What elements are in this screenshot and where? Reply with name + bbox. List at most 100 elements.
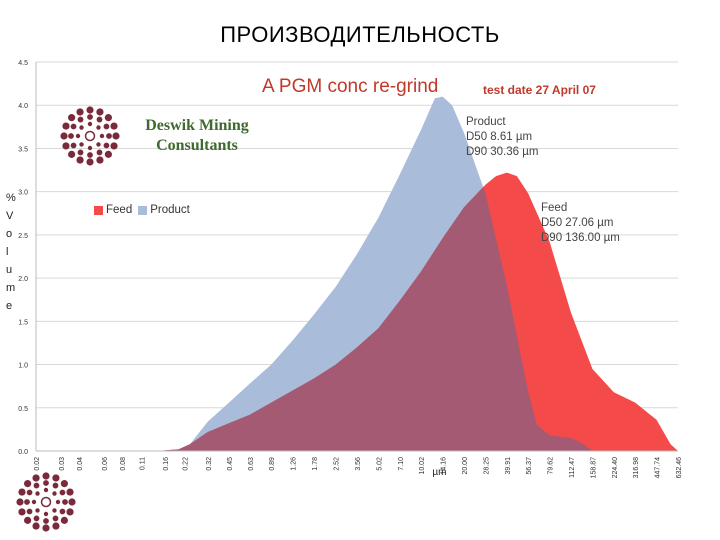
logo-dot <box>96 142 101 147</box>
axes <box>35 62 678 452</box>
y-axis-label-char: l <box>6 246 9 258</box>
slide-title: ПРОИЗВОДИТЕЛЬНОСТЬ <box>220 22 500 47</box>
logo-dot <box>33 515 40 522</box>
logo-dot <box>43 487 49 493</box>
y-axis-label-char: o <box>6 228 13 240</box>
y-tick-label: 2.0 <box>18 276 28 283</box>
legend-swatch-product <box>138 205 148 215</box>
x-tick-label: 0.63 <box>248 457 255 471</box>
logo-dot <box>79 142 84 147</box>
logo-dot <box>86 106 94 114</box>
logo-dot <box>24 499 30 505</box>
x-tick-label: 112.47 <box>569 457 576 478</box>
y-tick-label: 0.5 <box>18 406 28 413</box>
logo-dot <box>87 152 93 158</box>
legend-swatch-feed <box>94 205 103 215</box>
y-axis-label-char: % <box>6 192 16 204</box>
logo-dot <box>77 149 84 156</box>
x-tick-label: 10.02 <box>419 457 426 475</box>
logo-dot <box>110 122 118 130</box>
chart-subtitle: test date 27 April 07 <box>483 83 596 97</box>
x-tick-label: 0.89 <box>269 457 276 471</box>
logo-dot <box>42 472 50 480</box>
legend-item-feed: Feed <box>94 204 132 216</box>
logo-dot <box>96 149 103 156</box>
x-tick-label: 1.78 <box>312 457 319 471</box>
logo-dot <box>55 499 61 505</box>
deswik-logo-small-icon <box>16 472 76 532</box>
logo-dot <box>62 122 70 130</box>
logo-dot <box>96 108 104 116</box>
x-tick-label: 14.16 <box>441 457 448 475</box>
logo-dot <box>96 125 101 130</box>
x-tick-label: 39.91 <box>505 457 512 475</box>
logo-dot <box>99 133 105 139</box>
y-tick-label: 4.5 <box>18 60 28 67</box>
logo-dot <box>32 522 40 530</box>
y-tick-label: 4.0 <box>18 103 28 110</box>
logo-dot <box>68 133 74 139</box>
x-tick-labels: 0.02 0.03 0.04 0.06 0.08 0.11 0.16 0.22 0.32 0.45… <box>34 457 683 479</box>
x-tick-label: 447.74 <box>655 457 662 479</box>
x-tick-label: 0.08 <box>120 457 127 471</box>
y-axis-label-char: V <box>6 210 14 222</box>
logo-dot <box>52 522 60 530</box>
logo-dot <box>52 482 59 489</box>
x-tick-label: 224.40 <box>612 457 619 479</box>
y-axis-label-char: e <box>6 300 13 312</box>
deswik-logo-icon <box>60 106 120 166</box>
y-tick-label: 3.5 <box>18 146 28 153</box>
x-tick-label: 1.26 <box>291 457 298 471</box>
logo-dot <box>62 499 68 505</box>
x-tick-label: 7.10 <box>398 457 405 471</box>
logo-dot <box>32 474 40 482</box>
logo-dot <box>26 508 33 515</box>
logo-dot <box>87 121 93 127</box>
legend-item-product: Product <box>138 204 190 216</box>
legend-label-product: Product <box>150 204 190 216</box>
logo-dot <box>60 480 68 488</box>
logo-dot <box>35 491 40 496</box>
logo-dot <box>68 114 76 122</box>
logo-center <box>40 496 52 508</box>
logo-dot <box>104 114 112 122</box>
logo-dot <box>33 482 40 489</box>
logo-dot <box>59 489 66 496</box>
x-tick-label: 158.87 <box>590 457 597 479</box>
y-tick-label: 2.5 <box>18 233 28 240</box>
x-tick-label: 316.98 <box>633 457 640 479</box>
y-axis-label-char: u <box>6 264 13 276</box>
x-axis-label: µm <box>432 467 446 478</box>
y-axis-label-char: m <box>6 282 16 294</box>
y-tick-label: 1.0 <box>18 363 28 370</box>
x-tick-label: 79.62 <box>548 457 555 475</box>
x-tick-label: 5.02 <box>376 457 383 471</box>
x-tick-label: 0.04 <box>77 457 84 471</box>
logo-dot <box>110 142 118 150</box>
logo-dot <box>77 116 84 123</box>
legend-label-feed: Feed <box>106 204 133 216</box>
logo-dot <box>68 498 76 506</box>
logo-dot <box>18 488 26 496</box>
logo-dot <box>16 498 24 506</box>
logo-dot <box>42 524 50 532</box>
x-tick-label: 0.16 <box>163 457 170 471</box>
x-tick-label: 0.06 <box>102 457 109 471</box>
logo-dot <box>70 142 77 149</box>
logo-dot <box>68 150 76 158</box>
chart-areas <box>36 96 678 451</box>
x-tick-label: 28.25 <box>483 457 490 475</box>
logo-dot <box>79 125 84 130</box>
logo-dot <box>62 142 70 150</box>
logo-dot <box>96 156 104 164</box>
logo-dot <box>76 156 84 164</box>
product-annotation: Product D50 8.61 µm D90 30.36 µm <box>466 116 539 158</box>
y-tick-label: 1.5 <box>18 319 28 326</box>
chart-title: A PGM conc re-grind <box>262 76 439 97</box>
logo-dot <box>43 518 49 524</box>
logo-dot <box>52 508 57 513</box>
logo-dot <box>70 123 77 130</box>
x-tick-label: 0.03 <box>59 457 66 471</box>
chart-legend: Feed Product <box>94 204 196 216</box>
logo-dot <box>103 123 110 130</box>
